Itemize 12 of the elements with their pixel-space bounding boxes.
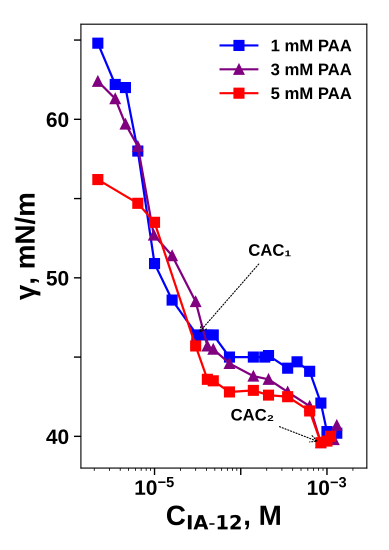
legend-label: 1 mM PAA bbox=[272, 40, 352, 52]
x-tick-label: 10$^{−3}$ bbox=[308, 477, 346, 496]
legend-label: 5 mM PAA bbox=[271, 88, 352, 100]
y-tick-label: 50 bbox=[46, 270, 68, 286]
y-axis-title: γ, mN/m bbox=[14, 194, 40, 300]
annotation: CAC₂ bbox=[231, 408, 274, 421]
y-tick-label: 60 bbox=[46, 112, 68, 128]
x-tick-label: 10$^{−5}$ bbox=[136, 477, 174, 495]
legend-label: 3 mM PAA bbox=[271, 64, 352, 76]
annotation: CAC₁ bbox=[248, 244, 291, 256]
y-tick-label: 40 bbox=[46, 429, 68, 444]
x-axis-title: C$_{IA-12}$, M bbox=[166, 506, 280, 530]
